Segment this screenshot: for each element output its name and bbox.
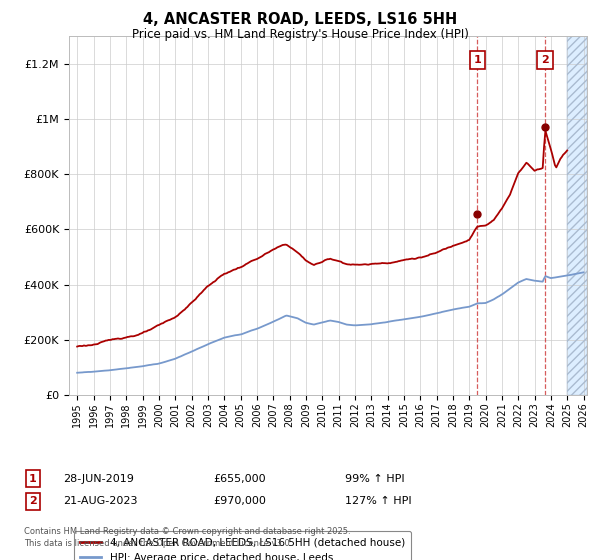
Text: 4, ANCASTER ROAD, LEEDS, LS16 5HH: 4, ANCASTER ROAD, LEEDS, LS16 5HH: [143, 12, 457, 27]
Text: 2: 2: [541, 55, 549, 65]
Text: Contains HM Land Registry data © Crown copyright and database right 2025.
This d: Contains HM Land Registry data © Crown c…: [24, 527, 350, 548]
Text: £655,000: £655,000: [213, 474, 266, 484]
Text: 21-AUG-2023: 21-AUG-2023: [63, 496, 137, 506]
Bar: [567, 36, 587, 395]
Text: 99% ↑ HPI: 99% ↑ HPI: [345, 474, 404, 484]
Text: 127% ↑ HPI: 127% ↑ HPI: [345, 496, 412, 506]
Legend: 4, ANCASTER ROAD, LEEDS, LS16 5HH (detached house), HPI: Average price, detached: 4, ANCASTER ROAD, LEEDS, LS16 5HH (detac…: [74, 531, 411, 560]
Text: £970,000: £970,000: [213, 496, 266, 506]
Text: 28-JUN-2019: 28-JUN-2019: [63, 474, 134, 484]
Text: Price paid vs. HM Land Registry's House Price Index (HPI): Price paid vs. HM Land Registry's House …: [131, 28, 469, 41]
Text: 2: 2: [29, 496, 37, 506]
Text: 1: 1: [473, 55, 481, 65]
Text: 1: 1: [29, 474, 37, 484]
